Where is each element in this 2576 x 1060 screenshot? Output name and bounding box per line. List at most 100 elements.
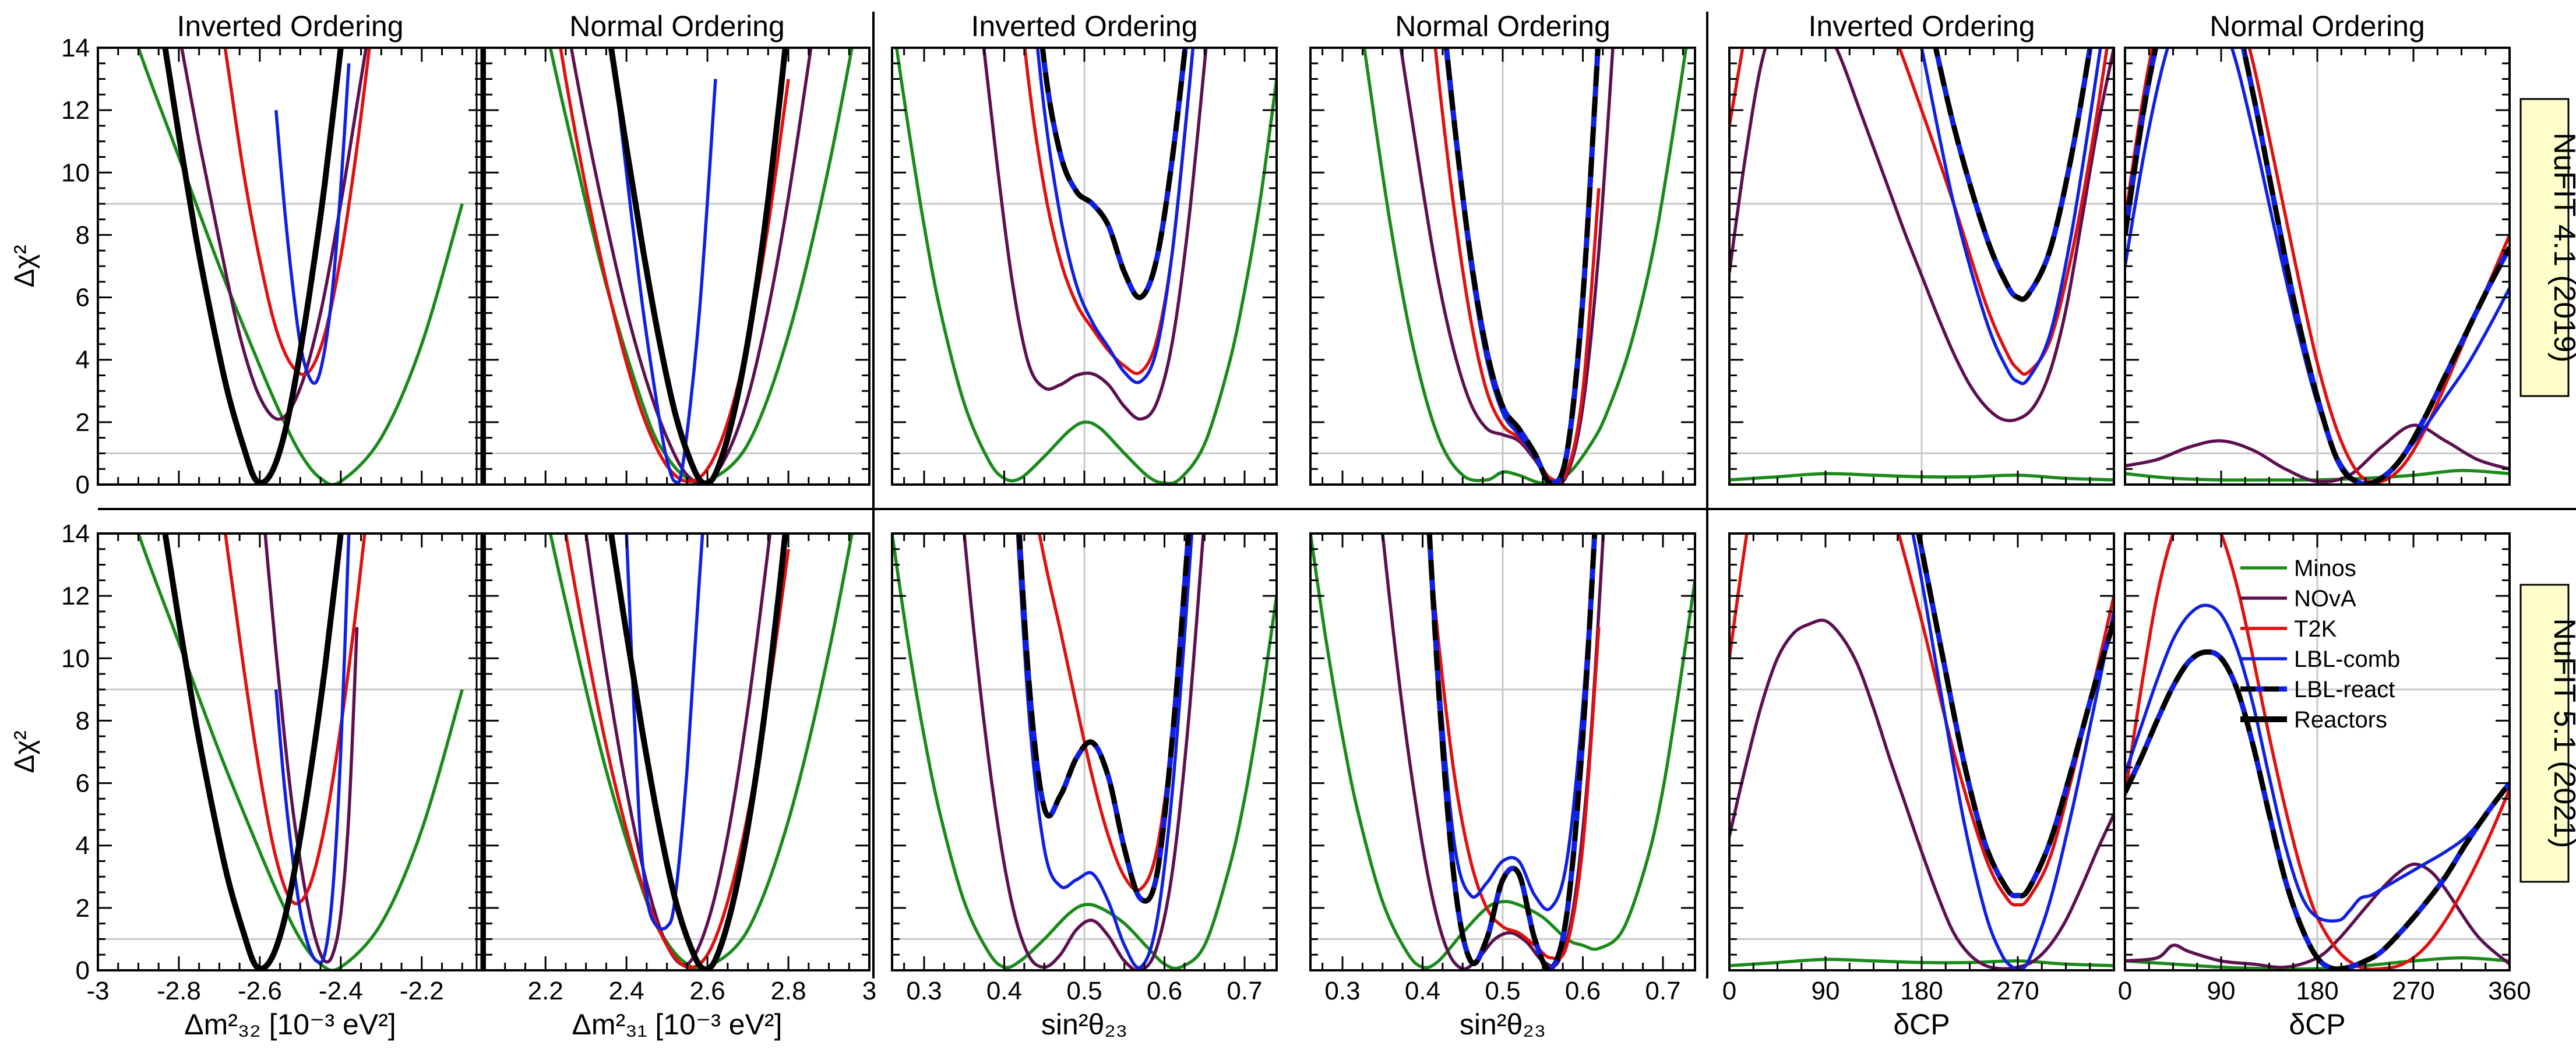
series-reactors [162,48,344,485]
xtick-label: 2.8 [770,977,806,1005]
series-lbl-comb [2125,603,2510,923]
y-axis-label: Δχ² [9,245,40,287]
legend-label: NOvA [2294,586,2356,612]
x-axis-label: Δm²₃₂ [10⁻³ eV²] [184,1008,396,1041]
ytick-label: 2 [76,894,90,923]
row-label-text: NuFIT 4.1 (2019) [2547,132,2576,362]
series-t2k [1729,533,2114,907]
xtick-label: 270 [1996,977,2039,1005]
row-label-box [2519,584,2570,883]
series-lbl-comb [1016,533,1194,970]
xtick-label: -2.4 [319,977,363,1005]
legend-label: LBL-comb [2294,646,2400,672]
series-nova [2125,863,2510,969]
series-reactors [608,533,788,970]
row-label-box [2519,98,2570,397]
xtick-label: -2.2 [400,977,444,1005]
xtick-label: 0.5 [1066,977,1102,1005]
panel-r0-c0: 0 2 4 6 8 10 12 14 Δχ² Inverted Ordering [9,10,484,499]
ytick-label: 8 [76,706,90,735]
legend-label: LBL-react [2294,677,2395,702]
series-nova [2125,423,2510,483]
ytick-label: 14 [61,34,90,62]
curves [548,533,854,970]
curves [2125,48,2510,485]
series-lbl-react [1039,48,1188,301]
series-lbl-react [1016,533,1192,904]
xtick-label: 0.3 [1324,977,1360,1005]
series-lbl-react [2125,649,2510,970]
curves [892,533,1277,970]
series-lbl-react-under [1426,533,1598,970]
series-lbl-comb [625,533,704,931]
curves [1729,48,2114,482]
xtick-label: 270 [2392,977,2434,1005]
series-t2k [1729,48,2109,376]
panel-r1-c5: 0 90 180 270 360 δCP [2118,532,2531,1041]
panel-r1-c2: 0.3 0.4 0.5 0.6 0.7 sin²θ₂₃ [891,532,1278,1041]
series-nova [263,533,359,964]
series-nova [569,48,813,485]
xtick-label: -2.6 [238,977,282,1005]
xtick-label: 0.5 [1485,977,1520,1005]
ytick-label: 12 [61,96,90,125]
series-nova [982,48,1208,421]
panel-title: Normal Ordering [569,10,785,43]
series-nova [963,533,1205,970]
series-minos [548,533,854,970]
panel-r1-c3: 0.3 0.4 0.5 0.6 0.7 sin²θ₂₃ [1309,532,1696,1041]
series-reactors [608,48,788,485]
row-labels: NuFIT 4.1 (2019) NuFIT 5.1 (2021) [2519,98,2576,883]
curves [136,533,464,970]
xtick-label: 2.6 [690,977,725,1005]
series-lbl-react [2125,48,2510,485]
ytick-label: 0 [76,956,90,985]
curves [894,48,1277,485]
ytick-label: 2 [76,408,90,437]
xtick-label: 0.6 [1147,977,1182,1005]
series-minos [1310,533,1695,970]
x-axis-label: Δm²₃₁ [10⁻³ eV²] [572,1008,783,1041]
xtick-label: 0.4 [986,977,1022,1005]
ytick-label: 14 [61,520,90,548]
series-nova [1399,48,1615,485]
series-lbl-react-under [1933,48,2093,302]
chart-panels: 0 2 4 6 8 10 12 14 Δχ² Inverted Ordering Normal Or… [9,10,2531,1041]
xtick-label: 3 [862,977,876,1005]
series-lbl-comb [2125,48,2510,485]
x-axis-label: sin²θ₂₃ [1041,1008,1127,1041]
xtick-label: 0.7 [1645,977,1680,1005]
series-t2k [1433,48,1601,483]
xtick-label: -3 [86,977,109,1005]
curves [136,48,464,485]
xtick-label: 360 [2488,977,2531,1005]
panel-r1-c4: 0 90 180 270 δCP [1722,532,2115,1041]
panel-r0-c5: Normal Ordering [2124,10,2511,486]
curves [2125,533,2510,970]
series-lbl-comb [274,63,351,385]
panel-title: Inverted Ordering [177,10,403,43]
series-lbl-react [1916,533,2114,899]
series-lbl-comb [1911,533,2114,970]
series-t2k [223,48,371,376]
series-minos [548,48,854,485]
panel-r0-c4: Inverted Ordering [1728,10,2115,486]
series-t2k [559,48,790,483]
row-label-text: NuFIT 5.1 (2021) [2547,618,2576,848]
xtick-label: 0.7 [1227,977,1262,1005]
panel-title: Inverted Ordering [1808,10,2035,43]
xtick-label: 2.4 [609,977,644,1005]
legend: Minos NOvA T2K LBL-comb LBL-react Reactors [2240,556,2400,733]
ytick-label: 10 [61,158,90,187]
series-lbl-react-under [1016,533,1192,904]
xtick-label: 180 [1900,977,1943,1005]
panel-r0-c2: Inverted Ordering [891,10,1278,486]
series-lbl-react [1443,48,1601,485]
series-t2k [2125,48,2510,484]
ytick-label: 6 [76,284,90,312]
panel-title: Normal Ordering [1395,10,1611,43]
ytick-label: 10 [61,644,90,673]
series-lbl-react [1933,48,2093,302]
